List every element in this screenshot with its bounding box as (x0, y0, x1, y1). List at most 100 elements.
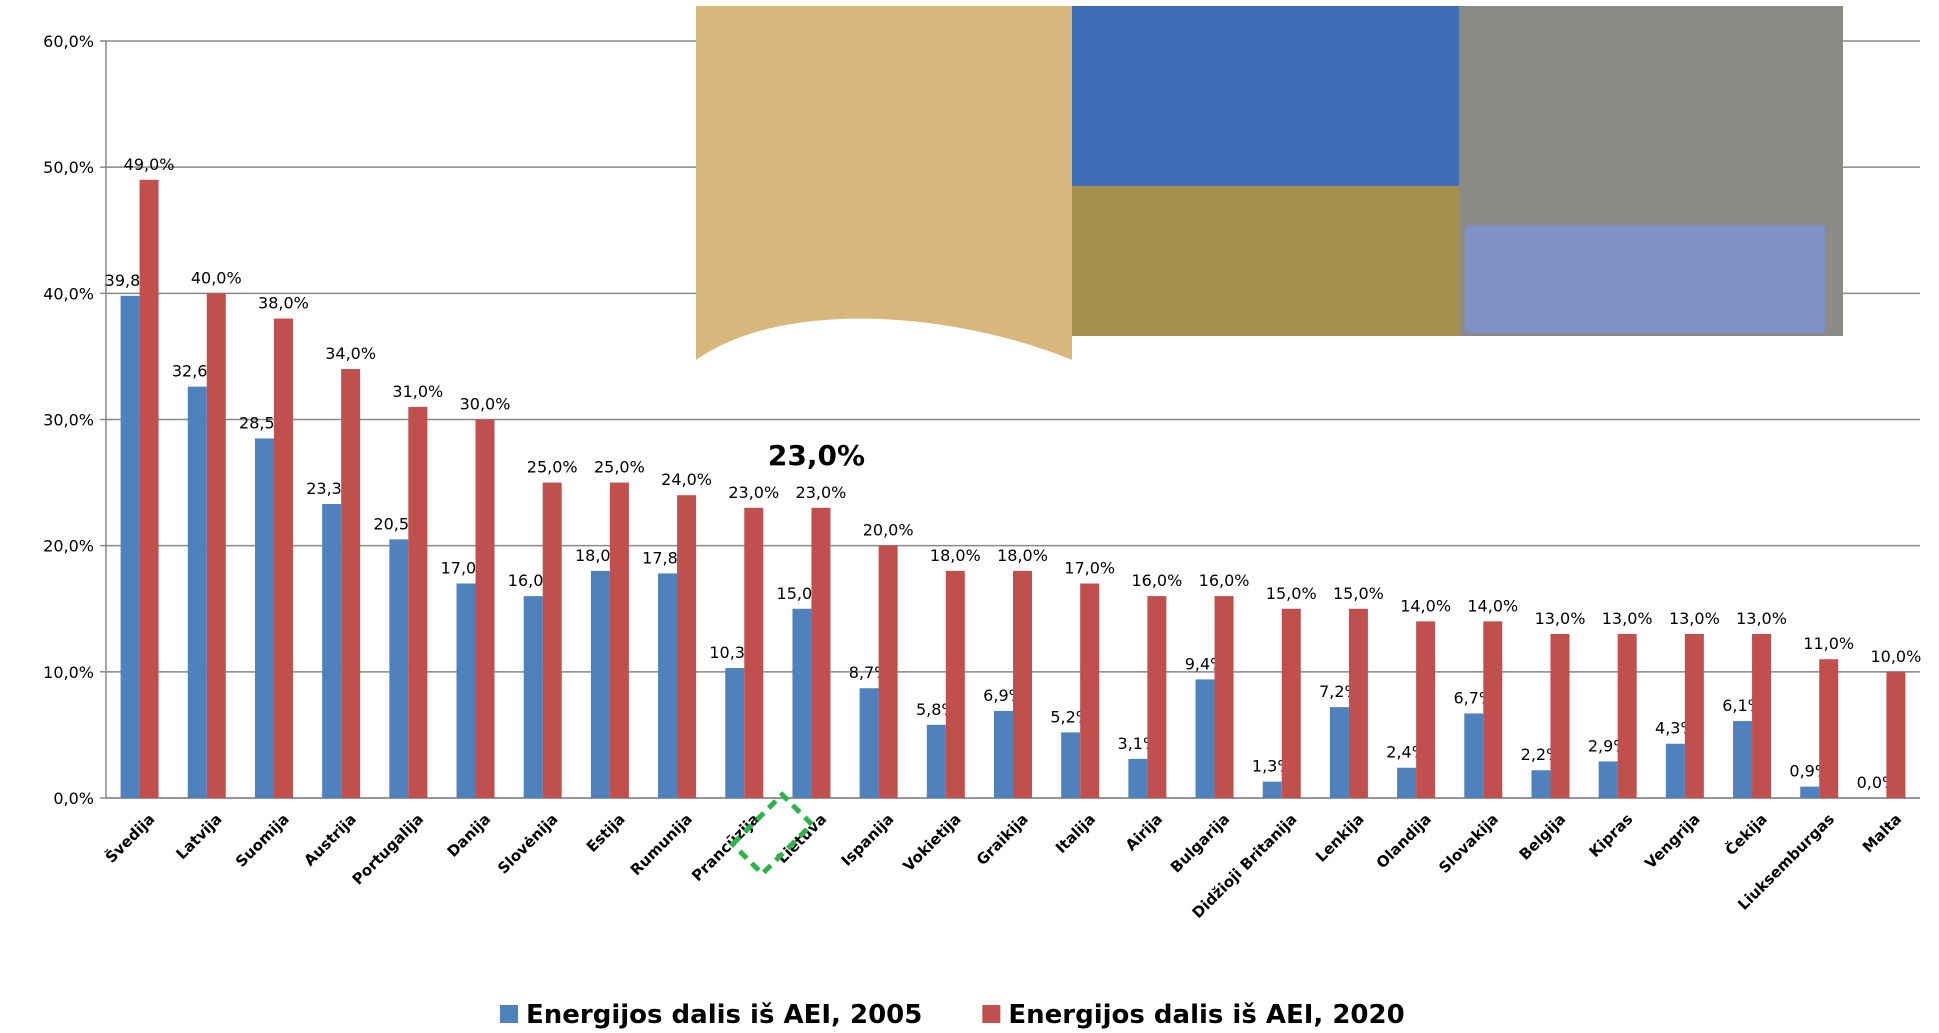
bar (389, 539, 409, 798)
data-label: 25,0% (594, 458, 645, 477)
bar (1147, 596, 1167, 798)
data-label: 25,0% (527, 458, 578, 477)
data-label: 13,0% (1535, 609, 1586, 628)
x-tick-label: Čekija (1721, 809, 1771, 859)
bar (1348, 608, 1368, 798)
x-tick-label: Vengrija (1641, 810, 1703, 872)
x-tick-label: Ispanija (838, 810, 898, 870)
data-label: 34,0% (325, 344, 376, 363)
photo-wood-chips (696, 6, 1072, 360)
bar (206, 293, 226, 798)
bar (744, 507, 764, 798)
x-tick-label: Rumunija (627, 810, 696, 879)
bar (677, 495, 697, 798)
x-tick-label: Prancūzija (688, 810, 763, 885)
bar (609, 482, 629, 798)
photo-field (1072, 186, 1459, 336)
data-label: 18,0% (997, 546, 1048, 565)
bar (1013, 570, 1032, 798)
legend-swatch (982, 1005, 1001, 1023)
x-tick-label: Vokietija (900, 810, 965, 875)
data-label: 10,0% (1870, 647, 1921, 666)
data-label: 49,0% (124, 155, 175, 174)
x-tick-label: Lenkija (1312, 810, 1368, 866)
bar (1061, 732, 1081, 798)
y-tick-label: 50,0% (43, 158, 94, 177)
bar (1550, 633, 1570, 798)
bar (658, 573, 678, 798)
bar (475, 419, 495, 798)
bar (341, 369, 361, 798)
bar (811, 507, 831, 798)
x-tick-label: Latvija (172, 810, 225, 863)
data-label: 40,0% (191, 268, 242, 287)
data-label: 14,0% (1400, 596, 1451, 615)
highlight-box (729, 791, 816, 878)
bar (273, 318, 293, 798)
bar (408, 406, 428, 798)
bar (322, 504, 342, 798)
x-tick-label: Malta (1859, 810, 1905, 856)
plot: 0,0%10,0%20,0%30,0%40,0%50,0%60,0%39,8%4… (43, 32, 1921, 1030)
x-tick-label: Kipras (1586, 810, 1637, 861)
bar (1617, 633, 1637, 798)
data-label: 15,0% (1266, 584, 1317, 603)
bar (1281, 608, 1301, 798)
x-tick-label: Italija (1052, 810, 1099, 857)
legend-label: Energijos dalis iš AEI, 2005 (526, 1000, 922, 1030)
bar (1262, 781, 1282, 798)
x-tick-label: Austrija (300, 810, 360, 870)
bar (1416, 621, 1436, 798)
bar (1531, 770, 1551, 798)
bar (1819, 659, 1839, 798)
photo-strip (696, 6, 1843, 360)
x-tick-label: Suomija (232, 810, 293, 871)
bar (187, 386, 207, 798)
bar (1128, 758, 1148, 798)
bar (1800, 786, 1820, 798)
bar (590, 570, 610, 798)
data-label: 18,0% (930, 546, 981, 565)
x-tick-label: Bulgarija (1167, 810, 1233, 876)
data-label: 11,0% (1803, 634, 1854, 653)
data-label: 13,0% (1602, 609, 1653, 628)
bar (523, 596, 543, 798)
x-tick-label: Olandija (1373, 810, 1435, 872)
bar (926, 724, 946, 798)
bar (1684, 633, 1704, 798)
bar (994, 710, 1013, 798)
y-tick-label: 20,0% (43, 537, 94, 556)
data-label: 13,0% (1736, 609, 1787, 628)
data-label: 16,0% (1199, 571, 1250, 590)
bar (1752, 633, 1772, 798)
data-label: 23,0% (728, 483, 779, 502)
y-tick-label: 0,0% (53, 789, 94, 808)
bar (1598, 761, 1618, 798)
y-tick-label: 40,0% (43, 284, 94, 303)
x-tick-label: Lietuva (773, 810, 830, 867)
y-tick-label: 60,0% (43, 32, 94, 51)
annotation: 23,0% (768, 439, 865, 472)
bar (542, 482, 562, 798)
data-label: 38,0% (258, 294, 309, 313)
bar (859, 688, 879, 798)
bar (1080, 583, 1100, 798)
x-tick-label: Graikija (973, 810, 1032, 869)
data-label: 15,0% (1333, 584, 1384, 603)
bar (1214, 596, 1234, 798)
x-tick-label: Belgija (1516, 810, 1570, 864)
bar (1483, 621, 1503, 798)
x-tick-label: Estija (583, 810, 629, 856)
legend-label: Energijos dalis iš AEI, 2020 (1008, 1000, 1404, 1030)
x-tick-label: Danija (444, 810, 495, 861)
bar (1886, 671, 1906, 798)
bar (456, 583, 476, 798)
bar (945, 570, 965, 798)
bar (1195, 679, 1215, 798)
legend-swatch (500, 1005, 518, 1023)
bar (792, 608, 812, 798)
data-label: 14,0% (1467, 596, 1518, 615)
data-label: 16,0% (1131, 571, 1182, 590)
data-label: 30,0% (460, 395, 511, 414)
bar (1733, 721, 1753, 798)
